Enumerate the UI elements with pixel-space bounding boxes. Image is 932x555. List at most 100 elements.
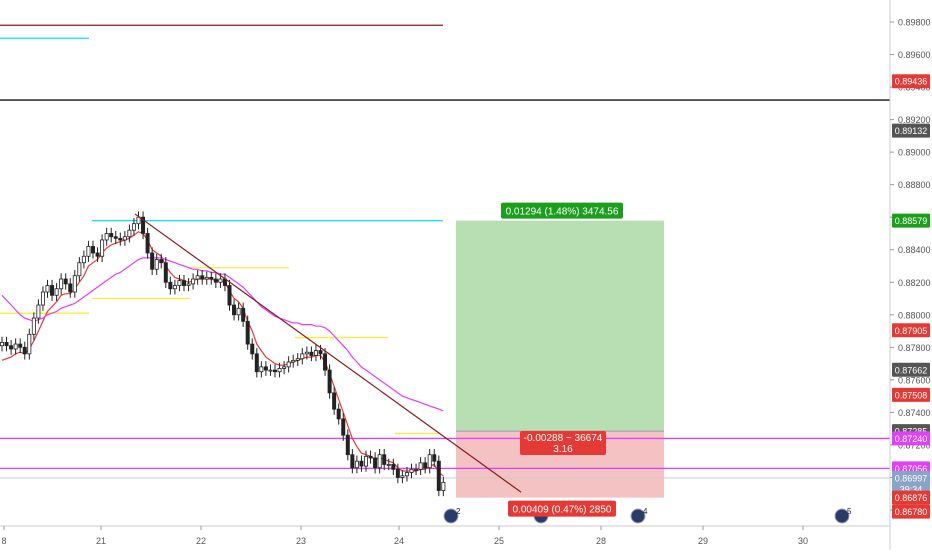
candle-body [31,317,36,335]
candle-body [277,368,282,373]
candle-body [204,276,209,280]
x-tick-label: 30 [798,536,808,546]
candle-body [232,304,237,316]
candle-body [27,333,32,355]
x-tick-label: 24 [394,536,404,546]
candle-body [432,454,437,462]
price-axis-label-text: 0.87240 [895,434,928,444]
candle-body [377,454,382,469]
candle-body [332,392,337,410]
y-tick-label: 0.89800 [898,18,931,28]
candle-body [441,481,446,491]
moving-average-line [1,257,444,412]
event-marker-icon[interactable]: 5 [834,507,852,524]
candle-body [177,280,182,286]
candle-body [136,216,141,225]
profit-label: 0.01294 (1.48%) 3474.56 [501,202,623,219]
candle-body [227,285,232,306]
candle-body [268,369,273,372]
candle-body [359,460,364,467]
candle-body [150,252,155,270]
price-axis-label: 0.86780 [892,504,930,519]
price-axis-label-text: 0.88579 [895,216,928,226]
y-tick-label: 0.89200 [898,115,931,125]
price-axis-label-text: 39:34 [900,484,923,494]
event-marker-icon[interactable]: 4 [630,507,648,524]
candle-body [68,283,73,293]
risk-reward-ratio: 3.16 [553,444,573,455]
event-marker-count: 5 [847,507,852,516]
price-axis-label-text: 0.86876 [895,493,928,503]
candle-body [309,351,314,356]
price-axis-label-bg [892,490,930,505]
candle-body [63,278,68,285]
risk-reward-label-bg [520,431,606,455]
candle-body [168,281,173,290]
candle-body [113,236,118,239]
candle-body [9,345,14,350]
price-axis-label: 0.86876 [892,490,930,505]
candle-body [345,434,350,456]
event-marker-circle [443,508,459,524]
candle-body [318,350,323,355]
candle-body [81,255,86,264]
candle-body [109,233,114,238]
candle-body [382,454,387,465]
candle-body [50,285,55,296]
candle-body [259,366,264,373]
candle-body [236,307,241,316]
price-axis-label-bg [892,431,930,446]
loss-label-text: 0.00409 (0.47%) 2850 [513,505,612,516]
candle-body [59,278,64,290]
x-tick-label: 23 [296,536,306,546]
candle-body [95,252,100,257]
candle-body [323,353,328,371]
candle-body [368,455,373,459]
candle-body [414,468,419,471]
candle-body [404,472,409,477]
loss-label-bg [508,500,616,517]
price-axis-label-bg [892,323,930,338]
y-tick-label: 0.89600 [898,50,931,60]
y-tick-label: 0.88800 [898,180,931,190]
event-marker-icon[interactable]: 2 [443,507,461,524]
candle-body [245,320,250,345]
price-axis-label-bg [892,74,930,89]
candle-body [395,468,400,478]
candle-body [291,359,296,363]
price-axis-label-bg [892,213,930,228]
candle-body [40,291,45,306]
candle-body [286,361,291,368]
candle-body [154,259,159,270]
profit-label-bg [501,202,623,219]
x-tick-label: 28 [596,536,606,546]
candle-body [409,468,414,473]
price-axis-label: 0.87240 [892,431,930,446]
y-tick-label: 0.88400 [898,245,931,255]
candle-body [54,288,59,296]
x-tick-label: 21 [96,536,106,546]
candle-body [363,455,368,467]
price-axis-label: 0.89436 [892,74,930,89]
candle-body [254,353,259,373]
event-marker-count: 4 [643,507,648,516]
price-axis-label: 0.87662 [892,362,930,377]
candle-body [400,475,405,478]
candle-body [131,223,136,231]
candle-body [186,283,191,286]
candle-body [436,460,441,491]
price-axis-label: 0.87508 [892,387,930,402]
price-axis-label: 0.89132 [892,123,930,138]
y-tick-label: 0.89000 [898,148,931,158]
candle-body [336,408,341,420]
candle-body [91,246,96,254]
candle-body [272,369,277,373]
candle-body [127,229,132,238]
price-axis-label-bg [892,123,930,138]
price-axis-label-text: 0.87905 [895,326,928,336]
price-axis-label-text: 0.89132 [895,126,928,136]
candle-body [118,237,123,241]
